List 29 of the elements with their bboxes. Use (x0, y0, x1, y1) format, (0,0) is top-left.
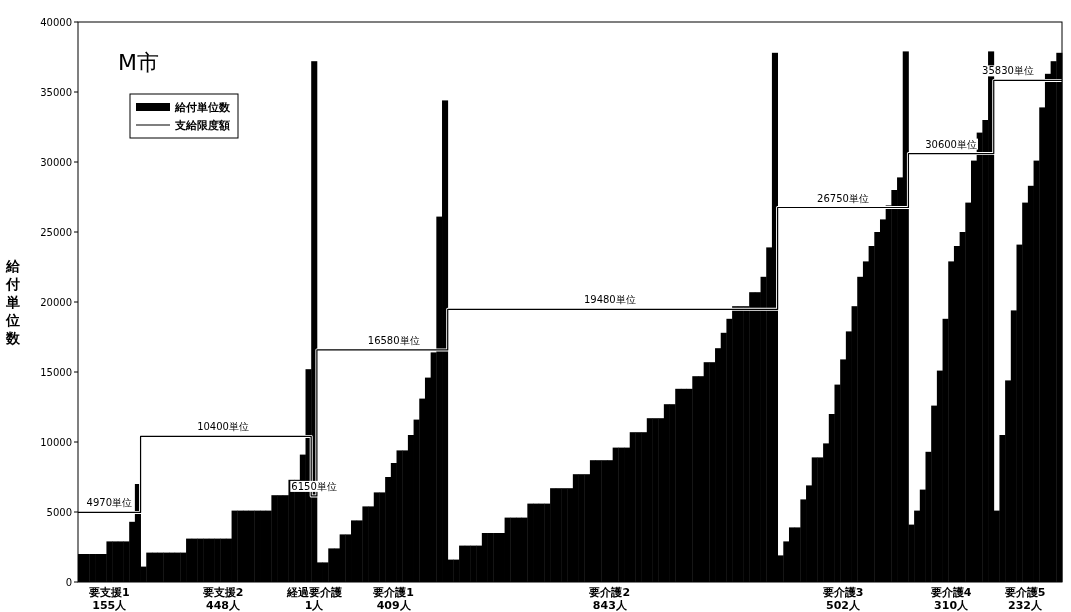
text: M市 (118, 50, 159, 75)
legend-label: 支給限度額 (174, 119, 230, 132)
y-tick-label: 25000 (40, 227, 72, 238)
y-tick-label: 10000 (40, 437, 72, 448)
data-label: 30600単位 (925, 138, 977, 150)
x-tick-label: 要介護5 232人 (1003, 586, 1046, 612)
x-tick-label: 要介護1 409人 (372, 586, 414, 612)
x-tick-label: 要支援1 155人 (87, 586, 130, 612)
data-label: 16580単位 (367, 334, 420, 346)
data-label: 35830単位 (982, 65, 1034, 77)
y-tick-label: 35000 (40, 87, 72, 98)
y-tick-label: 40000 (40, 17, 72, 28)
data-label: 4970単位 (86, 497, 133, 509)
y-tick-label: 15000 (40, 367, 72, 378)
data-label: 6150単位 (291, 480, 337, 492)
x-tick-label: 経過要介護 1人 (285, 586, 342, 612)
y-tick-label: 20000 (40, 297, 72, 308)
x-tick-label: 要介護2 843人 (588, 586, 631, 612)
legend-label: 給付単位数 (174, 101, 231, 114)
x-tick-label: 要支援2 448人 (201, 586, 244, 612)
data-label: 19480単位 (583, 294, 636, 306)
y-tick-label: 30000 (40, 157, 72, 168)
y-axis-title: 給付単位数 (5, 258, 21, 346)
data-label: 26750単位 (817, 192, 869, 204)
y-tick-label: 5000 (46, 507, 72, 518)
x-tick-label: 要介護4 310人 (929, 586, 972, 612)
x-tick-label: 要介護3 502人 (821, 586, 864, 612)
data-label: 10400単位 (197, 421, 249, 433)
y-tick-label: 0 (65, 577, 72, 588)
